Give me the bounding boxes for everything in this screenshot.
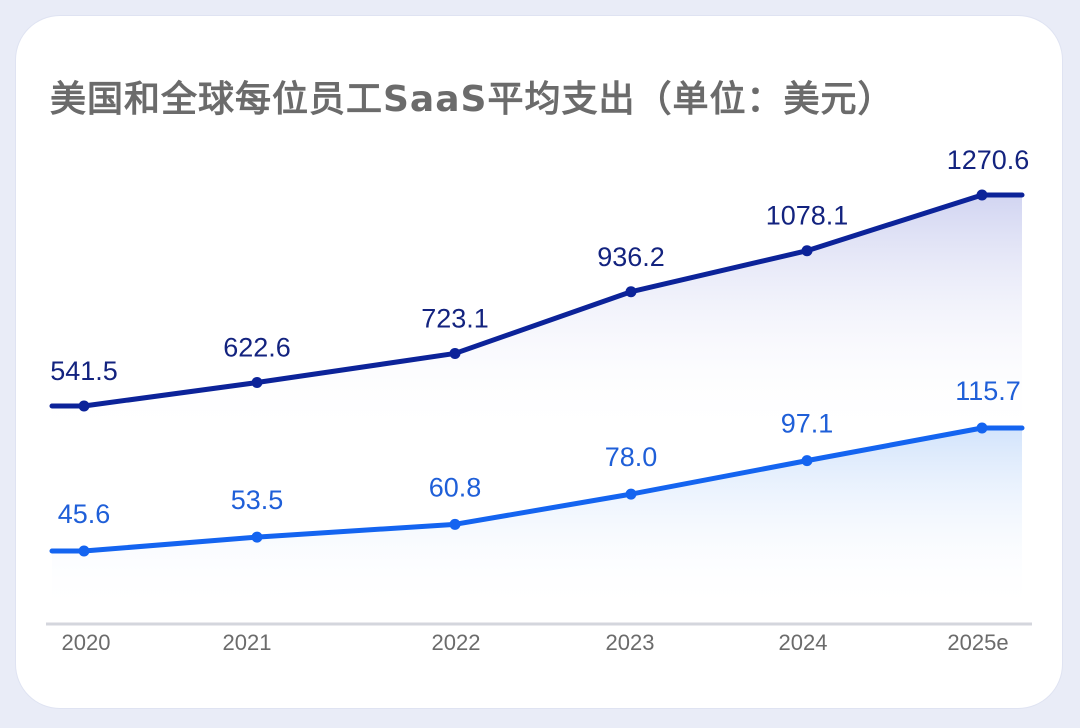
series-top-value-label: 936.2 bbox=[597, 242, 665, 272]
x-tick-label: 2025e bbox=[947, 630, 1008, 655]
x-tick-label: 2021 bbox=[223, 630, 272, 655]
chart-title: 美国和全球每位员工SaaS平均支出（单位：美元） bbox=[50, 79, 895, 120]
series-top-area bbox=[52, 195, 1022, 436]
x-tick-label: 2023 bbox=[606, 630, 655, 655]
series-bottom-value-label: 115.7 bbox=[955, 376, 1021, 406]
series-top-point bbox=[251, 377, 263, 389]
series-top-value-label: 622.6 bbox=[223, 333, 291, 363]
series-bottom-value-label: 97.1 bbox=[781, 409, 834, 439]
x-tick-label: 2024 bbox=[779, 630, 828, 655]
series-top-point bbox=[449, 347, 461, 359]
series-bottom-value-label: 45.6 bbox=[58, 499, 111, 529]
series-bottom-point bbox=[251, 531, 263, 543]
series-bottom-point bbox=[78, 545, 90, 557]
series-top-point bbox=[625, 286, 637, 298]
series-bottom-value-label: 60.8 bbox=[429, 472, 482, 502]
x-tick-label: 2020 bbox=[62, 630, 111, 655]
series-top-point bbox=[78, 400, 90, 412]
series-top-value-label: 541.5 bbox=[50, 356, 118, 386]
series-bottom-value-label: 53.5 bbox=[231, 485, 284, 515]
series-top-point bbox=[976, 189, 988, 201]
series-top-point bbox=[801, 245, 813, 257]
x-tick-label: 2022 bbox=[432, 630, 481, 655]
series-bottom-line bbox=[49, 425, 1025, 554]
series-top-line bbox=[49, 192, 1025, 409]
series-bottom-point bbox=[801, 455, 813, 467]
series-bottom-value-label: 78.0 bbox=[605, 442, 658, 472]
series-top-value-label: 723.1 bbox=[421, 303, 489, 333]
series-bottom-point bbox=[449, 518, 461, 530]
series-top-value-label: 1270.6 bbox=[947, 145, 1030, 175]
series-bottom-area bbox=[52, 428, 1022, 612]
series-top-value-label: 1078.1 bbox=[766, 201, 849, 231]
series-bottom-point bbox=[625, 488, 637, 500]
series-bottom-point bbox=[976, 422, 988, 434]
